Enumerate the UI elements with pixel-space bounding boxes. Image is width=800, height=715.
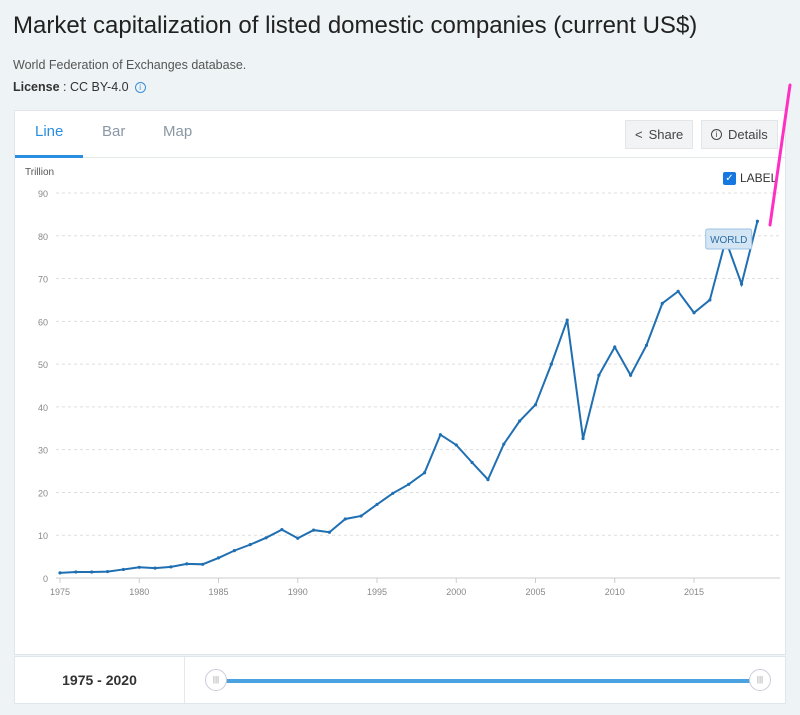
- data-point: [676, 289, 680, 293]
- x-tick-label: 2005: [525, 587, 545, 597]
- data-point: [660, 301, 664, 305]
- tab-map[interactable]: Map: [163, 123, 193, 140]
- details-label: Details: [728, 127, 768, 142]
- y-tick-label: 20: [38, 488, 48, 498]
- label-toggle-text: LABEL: [740, 171, 778, 185]
- data-point: [502, 442, 506, 446]
- label-toggle[interactable]: ✓ LABEL: [723, 171, 777, 185]
- data-point: [185, 562, 189, 566]
- data-point: [407, 482, 411, 486]
- annotation-pen-stroke: [768, 83, 792, 227]
- x-tick-label: 2000: [446, 587, 466, 597]
- tab-bar: Line Bar Map < Share i Details: [15, 111, 785, 158]
- range-slider-track[interactable]: [219, 679, 763, 683]
- x-tick-label: 2015: [684, 587, 704, 597]
- license-label: License: [13, 80, 60, 94]
- chart-card: Line Bar Map < Share i Details ✓ LABEL: [14, 110, 786, 655]
- data-point: [597, 373, 601, 377]
- data-point: [58, 571, 62, 575]
- range-end-handle[interactable]: |||: [749, 669, 771, 691]
- data-point: [359, 514, 363, 518]
- series-label-box: [705, 228, 753, 250]
- x-tick-label: 1995: [367, 587, 387, 597]
- data-point: [216, 556, 221, 560]
- data-point: [454, 443, 458, 447]
- share-button[interactable]: < Share: [625, 120, 694, 149]
- data-point: [248, 543, 252, 547]
- data-point: [280, 528, 284, 532]
- data-point: [438, 433, 442, 437]
- share-label: Share: [648, 127, 684, 142]
- data-point: [375, 502, 379, 507]
- data-point: [74, 570, 78, 574]
- share-icon: <: [635, 127, 643, 142]
- tab-line[interactable]: Line: [35, 123, 64, 140]
- series-label-world: WORLD: [710, 235, 747, 246]
- info-circle-icon: i: [711, 129, 722, 140]
- x-tick-label: 1975: [50, 587, 70, 597]
- license-value: : CC BY-4.0: [59, 80, 129, 94]
- data-point: [708, 298, 712, 302]
- page-title: Market capitalization of listed domestic…: [13, 12, 698, 39]
- y-tick-label: 70: [38, 275, 48, 285]
- data-point: [565, 318, 569, 322]
- range-bar: 1975 - 2020 ||| |||: [14, 656, 786, 704]
- y-tick-label: 40: [38, 403, 48, 413]
- data-point: [90, 570, 94, 574]
- data-point: [169, 565, 173, 569]
- tab-bar-chart[interactable]: Bar: [102, 123, 126, 140]
- data-point: [105, 569, 110, 574]
- data-point: [153, 566, 157, 570]
- y-tick-label: 0: [43, 574, 48, 584]
- data-point: [739, 282, 744, 286]
- data-point: [629, 373, 633, 377]
- data-point: [312, 528, 316, 532]
- data-point: [391, 491, 395, 495]
- data-point: [470, 460, 474, 465]
- data-point: [137, 565, 141, 569]
- data-point: [613, 345, 617, 349]
- data-point: [264, 536, 268, 540]
- license: License : CC BY-4.0 i: [13, 80, 146, 94]
- data-point: [121, 567, 125, 572]
- data-point: [518, 419, 522, 423]
- details-button[interactable]: i Details: [701, 120, 778, 149]
- x-tick-label: 1990: [288, 587, 308, 597]
- x-tick-label: 1985: [208, 587, 228, 597]
- y-tick-label: 80: [38, 232, 48, 242]
- x-tick-label: 2010: [605, 587, 625, 597]
- data-point: [486, 478, 490, 482]
- data-point: [327, 530, 332, 534]
- y-tick-label: 50: [38, 360, 48, 370]
- series-line-world: [59, 220, 759, 574]
- checkbox-checked-icon[interactable]: ✓: [723, 171, 736, 185]
- data-point: [533, 403, 538, 407]
- data-point: [296, 536, 300, 540]
- y-axis-label: Trillion: [25, 167, 54, 178]
- y-tick-label: 90: [38, 189, 48, 199]
- active-tab-indicator: [15, 155, 83, 158]
- data-point: [232, 549, 236, 553]
- x-tick-label: 1980: [129, 587, 149, 597]
- data-point: [343, 517, 347, 521]
- y-tick-label: 60: [38, 317, 48, 327]
- data-point: [422, 471, 427, 475]
- data-point: [549, 362, 553, 366]
- year-range-label: 1975 - 2020: [15, 657, 185, 703]
- data-point: [581, 436, 585, 441]
- range-start-handle[interactable]: |||: [205, 669, 227, 691]
- y-tick-label: 10: [38, 531, 48, 541]
- source-text: World Federation of Exchanges database.: [13, 58, 247, 72]
- data-point: [201, 562, 205, 566]
- y-tick-label: 30: [38, 446, 48, 456]
- data-point: [644, 343, 649, 347]
- info-icon[interactable]: i: [134, 82, 146, 94]
- data-point: [755, 219, 760, 223]
- data-point: [692, 311, 696, 315]
